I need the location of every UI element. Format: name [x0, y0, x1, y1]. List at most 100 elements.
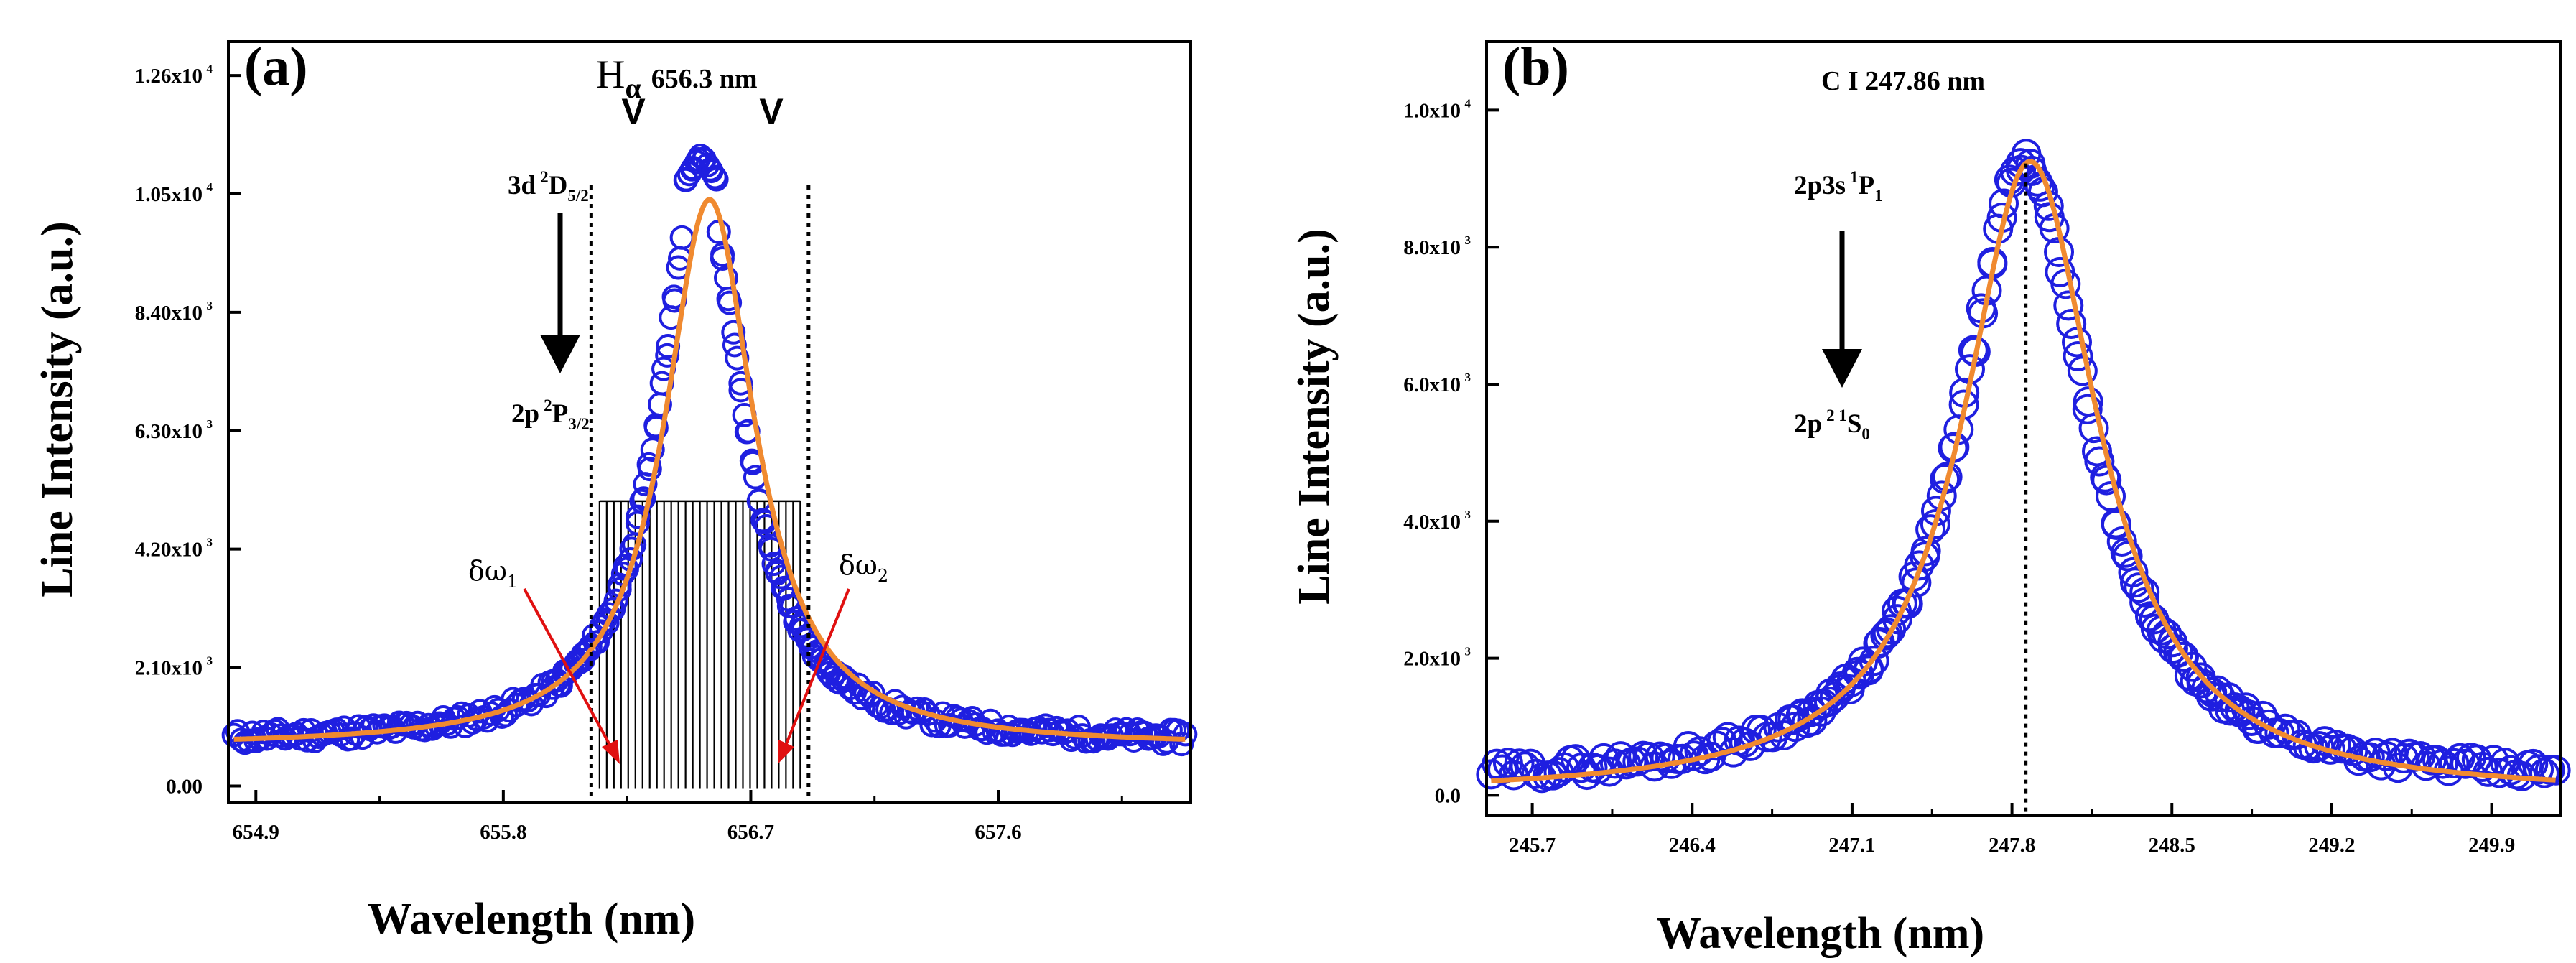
shaded-width-region	[598, 500, 801, 789]
data-point	[783, 609, 808, 634]
data-point	[2124, 572, 2154, 603]
plot-frame	[1485, 40, 2562, 817]
data-point	[2063, 341, 2093, 372]
data-point	[2034, 202, 2065, 233]
y-axis: 0.0 2.0x10 3 4.0x10 3 6.0x10 3 8.0x10 3 1.0x10 4	[1403, 96, 1499, 807]
species: H	[596, 52, 625, 97]
data-point	[704, 167, 729, 192]
guide-marker-right: V	[759, 91, 784, 131]
data-point	[582, 631, 608, 656]
panel-a: 654.9 655.8 656.7 657.6 0.00 2.10x10 3 4.20x10…	[33, 37, 1198, 944]
y-tick-label: 6.0x10	[1403, 373, 1461, 396]
data-point	[1892, 587, 1922, 618]
data-point	[2053, 290, 2084, 321]
data-point	[577, 637, 602, 662]
data-point	[2072, 394, 2103, 424]
data-point	[2056, 309, 2087, 340]
species-sub: α	[625, 72, 641, 104]
data-point	[1920, 508, 1950, 539]
data-point	[2129, 587, 2160, 618]
lower-level-label: 2p 2 1S0	[1794, 406, 1870, 443]
data-point	[2101, 508, 2131, 539]
plot-frame	[227, 40, 1192, 804]
y-axis-title: Line Intensity (a.u.)	[33, 221, 82, 597]
y-tick-exponent: 3	[1465, 233, 1471, 247]
x-axis-title: Wavelength (nm)	[1657, 909, 1984, 958]
data-point	[1599, 748, 1630, 779]
data-point	[825, 669, 850, 694]
data-point	[1901, 567, 1932, 598]
lower-level-label: 2p 2P3/2	[511, 396, 590, 433]
data-point	[1904, 550, 1935, 581]
data-point	[2110, 537, 2141, 568]
data-point	[710, 242, 735, 267]
y-axis: 0.00 2.10x10 3 4.20x10 3 6.30x10 3 8.40x10 3 1.05…	[135, 62, 241, 798]
data-point	[1797, 705, 1828, 736]
data-point	[2540, 755, 2571, 786]
width-label-2: δω2	[839, 549, 888, 586]
x-tick-label: 246.4	[1669, 834, 1716, 857]
fit-curve	[233, 197, 1186, 742]
upper-level-label: 2p3s 1P1	[1794, 168, 1883, 205]
guide-lines	[589, 185, 811, 803]
data-point	[643, 413, 669, 438]
data-point	[595, 610, 620, 636]
y-tick-label: 2.0x10	[1403, 648, 1461, 671]
width-arrowhead-2	[778, 740, 794, 764]
x-tick-label: 654.9	[233, 821, 279, 844]
panel-label: (b)	[1502, 37, 1569, 97]
x-tick-label: 249.2	[2308, 834, 2355, 857]
data-point	[2082, 436, 2113, 467]
data-series	[221, 144, 1198, 757]
data-point	[1805, 696, 1836, 727]
data-point	[2315, 734, 2345, 765]
line-wavelength: 656.3 nm	[651, 64, 758, 94]
data-point	[1882, 604, 1912, 635]
transition-arrowhead	[540, 335, 580, 373]
data-point	[559, 656, 584, 681]
y-tick-label: 1.05x10	[135, 183, 203, 206]
data-point	[2524, 754, 2554, 785]
data-point	[1521, 758, 1552, 789]
data-point	[2091, 465, 2122, 496]
data-point	[722, 332, 747, 358]
data-point	[1834, 674, 1865, 704]
panel-label: (a)	[244, 37, 308, 97]
x-tick-label: 247.8	[1989, 834, 2035, 857]
data-point	[515, 688, 540, 713]
data-point	[2106, 526, 2137, 557]
data-point	[1863, 628, 1894, 659]
data-series	[1476, 139, 2571, 794]
data-point	[504, 692, 529, 717]
data-point	[2177, 651, 2208, 682]
width-arrow-2	[781, 588, 850, 753]
panel-b: 245.7 246.4 247.1 247.8 248.5 249.2 249.9 0.0 2…	[1290, 37, 2571, 958]
data-point	[2006, 154, 2037, 185]
data-point	[2078, 413, 2109, 444]
data-point	[1910, 536, 1941, 567]
data-point	[1173, 722, 1198, 747]
fit-curve	[1491, 159, 2556, 783]
x-tick-label: 656.7	[727, 821, 774, 844]
y-tick-exponent: 3	[207, 299, 213, 312]
x-axis: 654.9 655.8 656.7 657.6	[233, 790, 1123, 844]
x-tick-label: 245.7	[1509, 834, 1556, 857]
data-point	[2529, 758, 2559, 788]
y-tick-label: 0.0	[1435, 784, 1461, 807]
data-point	[1796, 697, 1827, 727]
y-tick-exponent: 3	[207, 536, 213, 549]
data-point	[860, 681, 885, 706]
data-point	[2084, 446, 2115, 477]
y-tick-exponent: 3	[207, 417, 213, 431]
x-tick-label: 655.8	[480, 821, 526, 844]
y-tick-exponent: 4	[1465, 96, 1471, 110]
data-point	[776, 593, 801, 618]
guide-marker-left: V	[621, 91, 646, 131]
data-point	[725, 345, 750, 371]
data-point	[728, 371, 753, 396]
y-tick-label: 8.0x10	[1403, 236, 1461, 259]
y-tick-exponent: 3	[1465, 645, 1471, 659]
x-axis-title: Wavelength (nm)	[368, 895, 695, 944]
data-point	[952, 714, 977, 739]
